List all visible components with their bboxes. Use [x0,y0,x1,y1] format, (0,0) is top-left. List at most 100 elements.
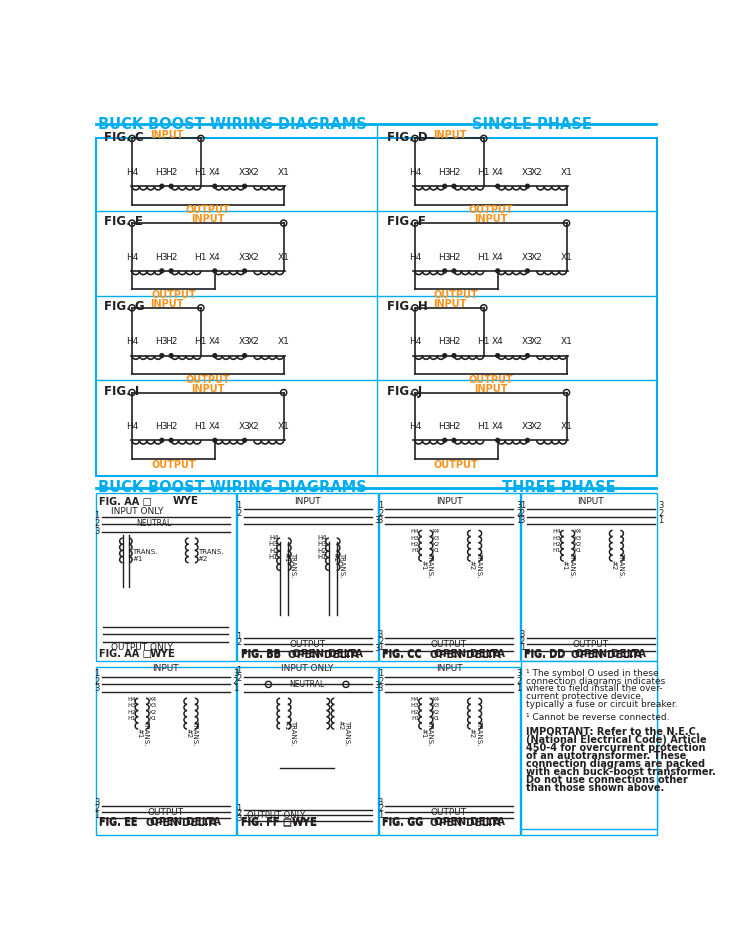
Text: ¹: ¹ [262,118,267,128]
Text: 1: 1 [658,516,664,526]
Text: H1: H1 [195,422,207,431]
Circle shape [213,269,217,273]
Text: FIG. AA □: FIG. AA □ [99,496,152,507]
Text: OUTPUT: OUTPUT [186,205,230,216]
Text: SINGLE PHASE: SINGLE PHASE [471,117,592,132]
Text: H3: H3 [269,542,278,547]
Text: H3: H3 [438,252,451,262]
Text: X2: X2 [248,168,260,177]
Text: X1: X1 [561,168,573,177]
Text: OPEN DELTA: OPEN DELTA [572,650,642,660]
Text: H4: H4 [409,422,421,431]
Text: H3: H3 [438,422,451,431]
FancyBboxPatch shape [238,494,378,661]
Text: X2: X2 [531,337,542,347]
Text: X3: X3 [522,168,534,177]
Circle shape [243,185,247,188]
Text: X2: X2 [432,709,440,715]
Circle shape [160,185,164,188]
Text: X1: X1 [432,548,440,553]
Text: H1: H1 [553,548,562,553]
Text: TRANS.
#2: TRANS. #2 [198,549,223,562]
Circle shape [160,438,164,442]
Text: 3: 3 [378,684,383,693]
Text: H1: H1 [478,252,490,262]
Text: OPEN DELTA: OPEN DELTA [291,649,363,659]
Circle shape [243,353,247,358]
Text: INPUT: INPUT [150,130,184,139]
Text: NEUTRAL: NEUTRAL [290,680,325,689]
Text: 2: 2 [233,676,238,686]
Text: 1: 1 [378,810,383,820]
Text: H3: H3 [438,337,451,347]
Text: OUTPUT: OUTPUT [151,460,196,469]
Text: WYE: WYE [150,649,176,659]
Text: ¹ Cannot be reverse connected.: ¹ Cannot be reverse connected. [526,713,669,723]
Text: H3: H3 [411,536,420,541]
Text: NEUTRAL: NEUTRAL [136,519,171,528]
FancyBboxPatch shape [521,494,657,661]
Text: H2: H2 [411,709,420,715]
Text: H2: H2 [553,542,562,546]
Text: H3: H3 [127,704,136,708]
Text: INPUT: INPUT [436,496,462,506]
Text: 2: 2 [520,509,525,518]
Text: X4: X4 [492,168,504,177]
Text: H4: H4 [126,168,138,177]
FancyBboxPatch shape [521,667,657,835]
Text: X1: X1 [432,716,440,721]
Text: X1: X1 [561,337,573,347]
Text: 1: 1 [94,810,100,820]
Text: 450-4 for overcurrent protection: 450-4 for overcurrent protection [526,743,705,753]
Text: 3: 3 [233,669,238,678]
Text: BUCK-BOOST WIRING DIAGRAMS: BUCK-BOOST WIRING DIAGRAMS [98,117,367,132]
Text: OUTPUT: OUTPUT [431,641,467,649]
Text: 1: 1 [94,512,100,520]
Text: H2: H2 [165,422,178,431]
Text: than those shown above.: than those shown above. [526,784,664,793]
Text: OUTPUT ONLY: OUTPUT ONLY [111,643,173,652]
Circle shape [443,353,446,358]
Text: 2: 2 [378,637,383,645]
Text: H3: H3 [318,542,327,547]
Text: X4: X4 [209,252,221,262]
Text: 1: 1 [94,669,100,678]
Text: 1: 1 [236,666,241,674]
Text: FIG. F: FIG. F [387,216,426,229]
Circle shape [213,353,217,358]
Text: FIG. FF □: FIG. FF □ [241,817,291,827]
Text: H4: H4 [411,529,420,534]
Text: H4: H4 [126,337,138,347]
Text: FIG. AA □: FIG. AA □ [99,649,152,659]
Text: FIG. CC: FIG. CC [382,649,422,659]
Text: FIG. D: FIG. D [387,131,428,144]
Text: H4: H4 [553,529,562,534]
Text: OUTPUT: OUTPUT [573,641,609,649]
Text: H4: H4 [126,422,138,431]
Text: INPUT: INPUT [432,130,466,139]
Text: FIG. GG: FIG. GG [382,817,424,827]
Text: 2: 2 [517,676,522,686]
Text: H1: H1 [195,337,207,347]
Text: OPEN DELTA: OPEN DELTA [575,649,647,659]
Text: X1: X1 [561,252,573,262]
Text: TRANS.
#2: TRANS. #2 [469,552,482,577]
Text: X2: X2 [574,542,582,546]
Text: X2: X2 [148,709,156,715]
Text: H3: H3 [156,252,168,262]
Text: 2: 2 [520,637,525,645]
Text: OPEN DELTA: OPEN DELTA [434,649,504,659]
Text: 3: 3 [374,681,379,690]
FancyBboxPatch shape [95,138,657,477]
Text: H4: H4 [409,168,421,177]
Text: X1: X1 [277,422,290,431]
Text: H4: H4 [269,535,278,541]
Text: X2: X2 [531,422,542,431]
Text: H2: H2 [269,548,278,554]
Text: X4: X4 [148,697,156,703]
Text: FIG. EE: FIG. EE [99,817,137,827]
Circle shape [526,353,529,358]
Text: WYE: WYE [173,496,199,507]
FancyBboxPatch shape [95,494,236,661]
Text: 2: 2 [94,676,100,686]
